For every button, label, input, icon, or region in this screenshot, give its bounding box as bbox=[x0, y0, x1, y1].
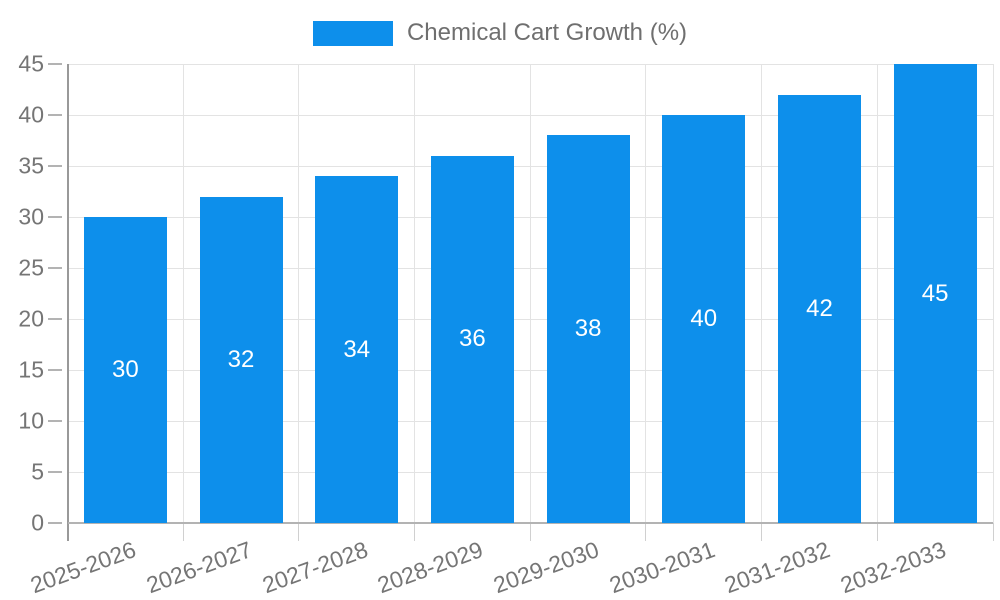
y-axis-tick bbox=[48, 216, 62, 218]
x-axis-tick-label: 2030-2031 bbox=[605, 536, 718, 599]
gridline-vertical bbox=[414, 64, 416, 523]
y-axis-tick-label: 35 bbox=[18, 152, 44, 179]
bar[interactable] bbox=[199, 196, 283, 523]
y-axis-line bbox=[66, 64, 69, 541]
gridline-vertical bbox=[876, 64, 878, 523]
x-axis-tick bbox=[529, 523, 531, 541]
x-axis-tick-label: 2028-2029 bbox=[374, 536, 487, 599]
y-axis-tick-label: 45 bbox=[18, 50, 44, 77]
x-axis-tick bbox=[414, 523, 416, 541]
legend[interactable]: Chemical Cart Growth (%) bbox=[0, 19, 1000, 47]
x-axis-tick bbox=[761, 523, 763, 541]
x-axis-tick-label: 2027-2028 bbox=[258, 536, 371, 599]
bar-value-label: 32 bbox=[227, 345, 255, 373]
x-axis-tick-label: 2031-2032 bbox=[721, 536, 834, 599]
y-axis-tick bbox=[48, 369, 62, 371]
bar[interactable] bbox=[315, 176, 399, 523]
gridline-vertical bbox=[761, 64, 763, 523]
y-axis-tick-label: 40 bbox=[18, 101, 44, 128]
y-axis-tick-label: 30 bbox=[18, 203, 44, 230]
y-axis-tick-label: 5 bbox=[31, 458, 44, 485]
legend-label: Chemical Cart Growth (%) bbox=[406, 19, 688, 46]
x-axis-tick-label: 2026-2027 bbox=[142, 536, 256, 599]
x-axis-tick bbox=[298, 523, 300, 541]
gridline-vertical bbox=[529, 64, 531, 523]
bar-value-label: 40 bbox=[690, 305, 718, 332]
x-axis-tick-label: 2025-2026 bbox=[27, 536, 140, 599]
bar-value-label: 36 bbox=[459, 325, 486, 353]
bar[interactable] bbox=[662, 115, 746, 523]
gridline-vertical bbox=[645, 64, 647, 523]
x-axis-tick bbox=[876, 523, 878, 541]
y-axis-tick-label: 20 bbox=[18, 305, 44, 332]
y-axis-tick-label: 15 bbox=[18, 356, 44, 383]
y-axis-tick bbox=[48, 471, 62, 473]
x-axis-tick bbox=[992, 523, 994, 541]
y-axis-tick bbox=[48, 165, 62, 167]
legend-swatch bbox=[312, 20, 393, 46]
x-axis-line bbox=[67, 522, 993, 524]
y-axis-tick-label: 10 bbox=[18, 407, 44, 434]
x-axis-tick-label: 2032-2033 bbox=[837, 536, 950, 599]
bar[interactable] bbox=[893, 64, 977, 523]
y-axis-tick bbox=[48, 522, 62, 524]
gridline-vertical bbox=[182, 64, 184, 523]
y-axis-tick bbox=[48, 420, 62, 422]
y-axis-tick bbox=[48, 318, 62, 320]
bar-value-label: 30 bbox=[111, 356, 139, 383]
bar-value-label: 34 bbox=[343, 335, 371, 363]
bar-value-label: 38 bbox=[574, 315, 602, 343]
bar[interactable] bbox=[546, 135, 630, 523]
y-axis-tick-label: 0 bbox=[31, 509, 44, 536]
bar[interactable] bbox=[777, 94, 861, 523]
y-axis-tick bbox=[48, 267, 62, 269]
gridline-vertical bbox=[298, 64, 300, 523]
y-axis-tick bbox=[48, 114, 62, 116]
x-axis-tick bbox=[182, 523, 184, 541]
bar-value-label: 45 bbox=[921, 279, 949, 307]
x-axis-tick bbox=[645, 523, 647, 541]
gridline-vertical bbox=[992, 64, 994, 523]
y-axis-tick bbox=[48, 63, 62, 65]
bar[interactable] bbox=[430, 155, 514, 523]
bar[interactable] bbox=[83, 217, 167, 523]
y-axis-tick-label: 25 bbox=[18, 254, 44, 281]
bar-value-label: 42 bbox=[806, 294, 833, 322]
x-axis-tick-label: 2029-2030 bbox=[490, 536, 603, 599]
